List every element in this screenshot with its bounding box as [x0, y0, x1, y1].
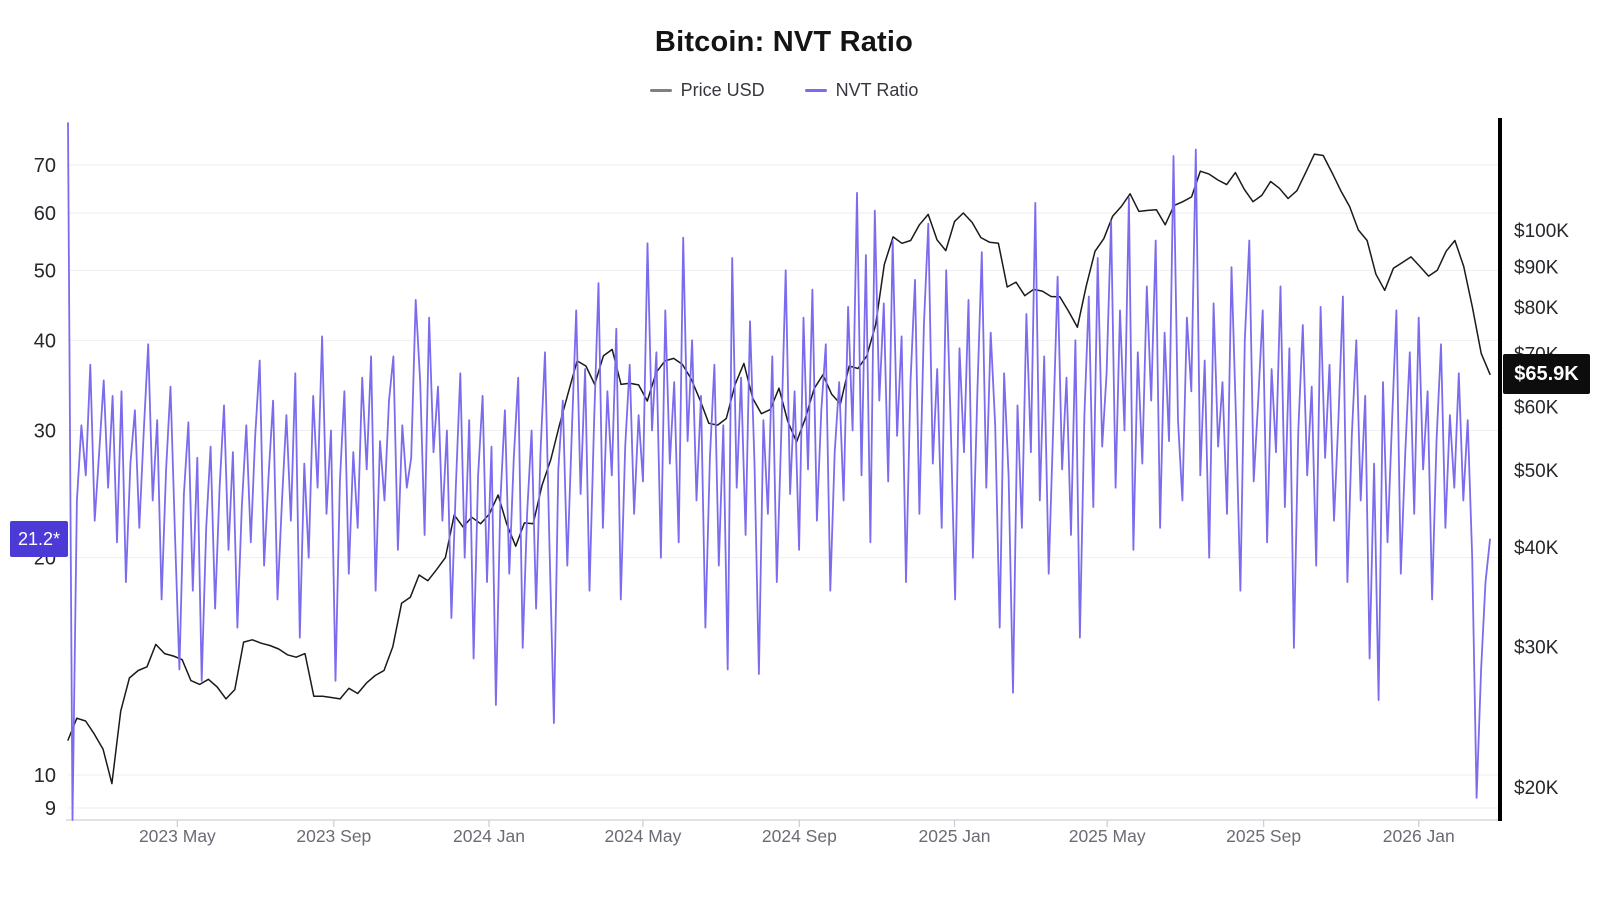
legend-item-nvt-ratio[interactable]: NVT Ratio	[804, 80, 919, 101]
price-tick-label: $30K	[1514, 638, 1559, 659]
chart-title: Bitcoin: NVT Ratio	[654, 26, 914, 58]
nvt-tick-label: 50	[34, 260, 56, 282]
series-nvt-ratio	[67, 122, 1491, 821]
x-tick-label: 2025 May	[1069, 826, 1146, 846]
nvt-tick-label: 40	[34, 330, 56, 352]
price-tick-label: $80K	[1514, 298, 1559, 319]
price-tick-label: $50K	[1514, 461, 1559, 482]
nvt-tick-label: 9	[45, 798, 56, 820]
price-tick-label: $40K	[1514, 538, 1559, 559]
legend-item-label: NVT Ratio	[835, 80, 919, 100]
x-tick-label: 2023 Sep	[296, 826, 371, 846]
x-tick-label: 2025 Jan	[919, 826, 991, 846]
nvt-tick-label: 10	[34, 765, 56, 787]
x-tick-label: 2026 Jan	[1383, 826, 1455, 846]
price-current-value-badge: $65.9K	[1503, 354, 1590, 395]
price-tick-label: $60K	[1514, 398, 1559, 419]
nvt-current-value-badge: 21.2*	[10, 521, 68, 558]
x-tick-label: 2024 Sep	[762, 826, 837, 846]
x-tick-label: 2023 May	[139, 826, 216, 846]
legend-item-price-usd[interactable]: Price USD	[649, 80, 765, 101]
price-tick-label: $90K	[1514, 257, 1559, 278]
series-price-usd	[67, 153, 1491, 785]
plot-area[interactable]	[68, 120, 1490, 820]
legend-item-label: Price USD	[680, 80, 765, 100]
price-tick-label: $100K	[1514, 221, 1569, 242]
price-tick-label: $20K	[1514, 778, 1559, 799]
x-tick-label: 2024 Jan	[453, 826, 525, 846]
legend-dash-icon	[804, 89, 827, 92]
nvt-tick-label: 30	[34, 421, 56, 443]
legend: Price USD NVT Ratio	[68, 76, 1500, 101]
x-tick-label: 2024 May	[604, 826, 681, 846]
nvt-tick-label: 70	[34, 155, 56, 177]
nvt-tick-label: 60	[34, 203, 56, 225]
legend-dash-icon	[649, 89, 672, 92]
x-tick-label: 2025 Sep	[1226, 826, 1301, 846]
